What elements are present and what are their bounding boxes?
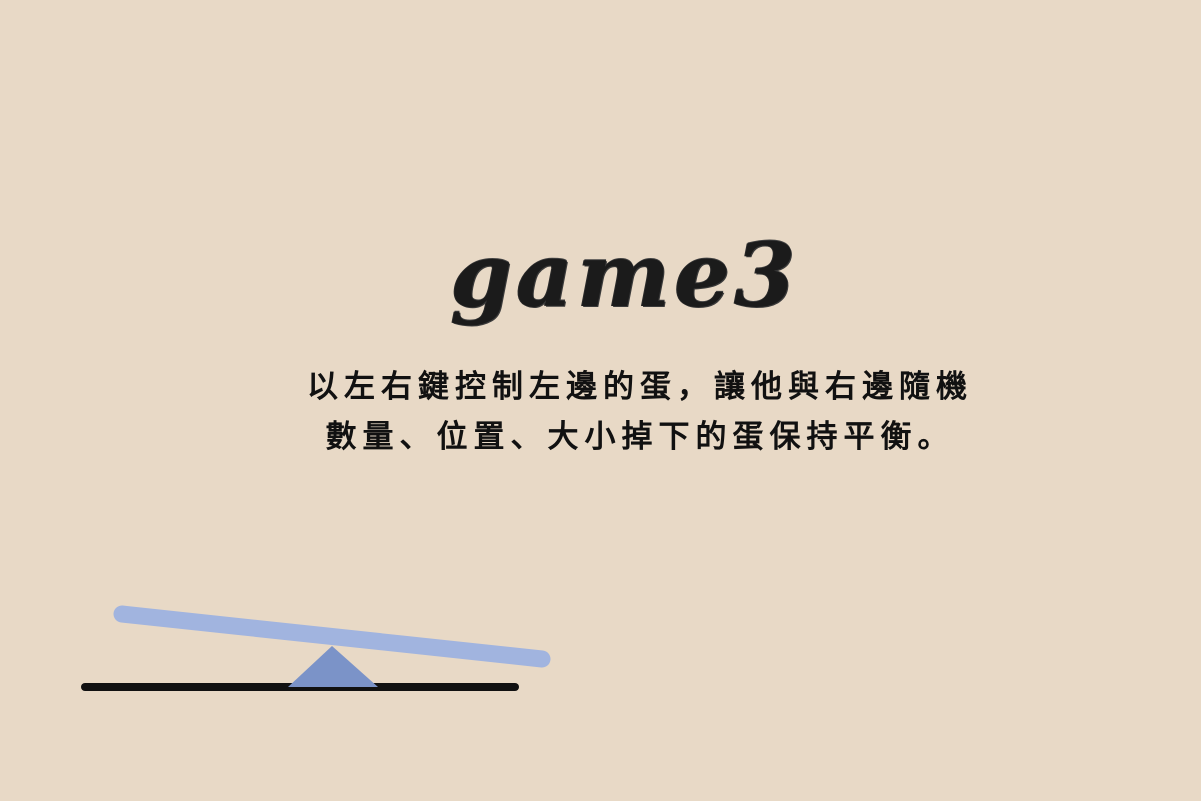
game-title: game3 [450, 223, 800, 327]
seesaw[interactable] [70, 590, 570, 710]
instruction-line-2: 數量、位置、大小掉下的蛋保持平衡。 [325, 419, 955, 455]
instruction-line-1: 以左右鍵控制左邊的蛋，讓他與右邊隨機 [307, 369, 973, 405]
seesaw-plank[interactable] [113, 605, 551, 668]
seesaw-fulcrum [288, 646, 378, 687]
instructions-text: 以左右鍵控制左邊的蛋，讓他與右邊隨機 數量、位置、大小掉下的蛋保持平衡。 [200, 362, 1080, 462]
